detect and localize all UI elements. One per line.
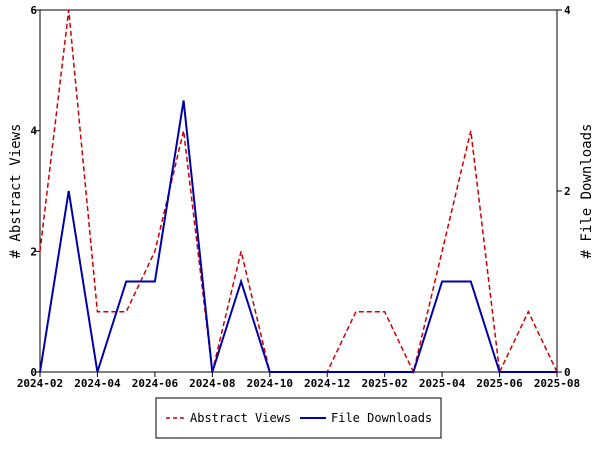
series-layer xyxy=(39,9,558,375)
x-tick-label: 2024-08 xyxy=(189,377,235,390)
x-tick-label: 2024-04 xyxy=(74,377,121,390)
x-tick-label: 2024-02 xyxy=(17,377,63,390)
series-line-file-downloads xyxy=(39,100,557,373)
legend: Abstract Views File Downloads xyxy=(155,397,442,439)
x-axis: 2024-02 2024-04 2024-06 2024-08 2024-10 2024-… xyxy=(17,372,580,390)
right-y-tick-label: 4 xyxy=(564,4,571,17)
series-line-abstract-views xyxy=(39,9,558,375)
x-tick-label: 2024-10 xyxy=(247,377,293,390)
left-y-tick-label: 2 xyxy=(30,245,37,258)
left-y-axis: 0 2 4 6 xyxy=(30,4,40,379)
right-axis-title: # File Downloads xyxy=(579,124,595,259)
legend-label-file-downloads: File Downloads xyxy=(331,411,432,425)
left-y-tick-label: 6 xyxy=(30,4,37,17)
plot-frame xyxy=(39,9,558,373)
x-tick-label: 2025-04 xyxy=(419,377,466,390)
right-y-tick-label: 2 xyxy=(564,185,571,198)
left-axis-title: # Abstract Views xyxy=(8,124,24,259)
x-tick-label: 2024-06 xyxy=(132,377,179,390)
left-y-tick-label: 0 xyxy=(30,366,37,379)
x-tick-label: 2025-08 xyxy=(534,377,580,390)
legend-box xyxy=(155,397,442,439)
right-y-tick-label: 0 xyxy=(564,366,571,379)
right-y-axis: 0 2 4 xyxy=(557,4,571,379)
x-tick-label: 2025-06 xyxy=(476,377,523,390)
x-tick-label: 2025-02 xyxy=(361,377,407,390)
legend-label-abstract-views: Abstract Views xyxy=(190,411,291,425)
x-tick-label: 2024-12 xyxy=(304,377,350,390)
left-y-tick-label: 4 xyxy=(30,125,37,138)
